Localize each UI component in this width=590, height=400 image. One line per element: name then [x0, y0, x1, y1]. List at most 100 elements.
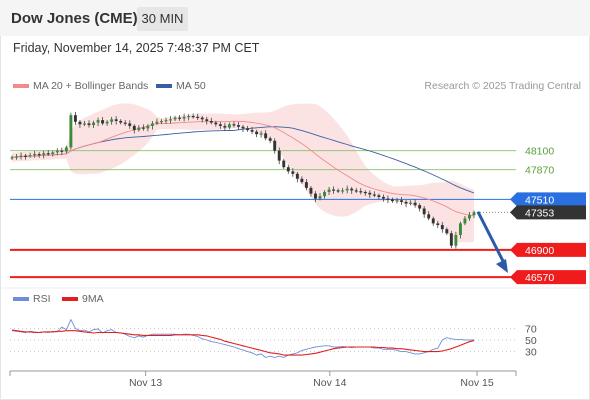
candle-body: [128, 123, 132, 126]
candle-body: [10, 157, 14, 159]
candle-body: [291, 171, 295, 174]
candle-body: [150, 123, 154, 126]
timeframe-badge[interactable]: 30 MIN: [137, 7, 188, 31]
candle-body: [354, 190, 358, 192]
candle-body: [33, 154, 37, 156]
candle: [422, 206, 426, 218]
candle: [146, 124, 150, 132]
support-46570-label: 46570: [525, 272, 554, 284]
candle-body: [64, 147, 68, 152]
candle-body: [28, 155, 32, 157]
candle: [309, 186, 313, 197]
candle: [368, 190, 372, 199]
candle: [282, 158, 286, 170]
candle: [55, 148, 59, 156]
candle-body: [264, 133, 268, 139]
candle-body: [164, 120, 168, 122]
candle-body: [449, 233, 453, 246]
candle-body: [336, 190, 340, 192]
candle-body: [96, 120, 100, 123]
candle-body: [87, 123, 91, 126]
candle-body: [391, 199, 394, 202]
candle-body: [232, 124, 236, 126]
candle-body: [386, 198, 390, 200]
candle: [314, 191, 317, 203]
candle-body: [200, 117, 204, 120]
candle-body: [404, 201, 408, 204]
candle-body: [218, 124, 222, 126]
candle-body: [255, 131, 259, 135]
candle: [264, 130, 268, 141]
candle-body: [309, 187, 313, 194]
candle-body: [191, 116, 195, 118]
candle: [150, 120, 154, 130]
candle-body: [454, 234, 458, 246]
candle-body: [359, 191, 363, 193]
x-tick-label: Nov 14: [313, 377, 346, 389]
candle: [10, 155, 14, 160]
candle: [164, 117, 168, 124]
rsi-legend-label: RSI: [33, 293, 51, 305]
candle-body: [15, 156, 18, 158]
candle-body: [277, 150, 281, 161]
candle: [191, 113, 195, 119]
candle-body: [273, 140, 277, 151]
candle-body: [241, 126, 245, 129]
candle-body: [24, 155, 28, 157]
candle-body: [268, 138, 272, 141]
candle-body: [395, 200, 399, 202]
x-tick-label: Nov 15: [460, 377, 493, 389]
candle: [359, 188, 363, 195]
candle-body: [173, 117, 177, 120]
candle-body: [237, 125, 240, 127]
candle: [227, 122, 231, 130]
candle: [354, 187, 358, 193]
candle-body: [463, 218, 467, 224]
candle-body: [110, 119, 114, 122]
candle-body: [137, 127, 141, 131]
ma20-swatch: [13, 84, 29, 88]
resistance-48100-label: 48100: [525, 146, 554, 158]
candle-body: [368, 192, 372, 195]
rsi-line: [11, 318, 474, 358]
candle: [69, 112, 73, 150]
candle: [19, 152, 23, 160]
candle: [200, 115, 204, 123]
candle: [468, 211, 471, 221]
ma9-legend-label: 9MA: [82, 293, 104, 305]
candle: [42, 150, 46, 159]
credit-label: Research © 2025 Trading Central: [424, 80, 581, 92]
candle-body: [19, 155, 23, 157]
candle: [83, 120, 86, 127]
candle: [336, 188, 340, 193]
support-46570-tag: [510, 270, 586, 285]
candle-body: [55, 150, 59, 153]
rsi-9ma-line: [11, 329, 475, 356]
support-46900-label: 46900: [525, 245, 554, 257]
candle: [178, 115, 182, 121]
candle: [472, 210, 476, 219]
ma20-line: [11, 120, 475, 217]
candle: [413, 199, 417, 208]
candle-body: [345, 188, 349, 191]
candle: [323, 190, 326, 199]
candle: [345, 185, 349, 194]
candle: [427, 211, 431, 221]
ma50-legend-label: MA 50: [176, 80, 206, 92]
candle: [295, 172, 299, 183]
candle-body: [468, 215, 471, 219]
pivot-47510-label: 47510: [525, 194, 554, 206]
candle-body: [259, 133, 263, 135]
rsi-tick-70: 70: [525, 323, 537, 335]
candle: [377, 193, 381, 200]
ma50-swatch: [156, 84, 172, 88]
candle: [327, 187, 331, 195]
rsi-swatch: [13, 297, 29, 301]
candle-body: [377, 195, 381, 197]
candle: [137, 125, 141, 132]
candle-body: [445, 229, 449, 234]
candle: [37, 152, 41, 158]
candle: [110, 116, 114, 125]
candle: [372, 191, 376, 198]
